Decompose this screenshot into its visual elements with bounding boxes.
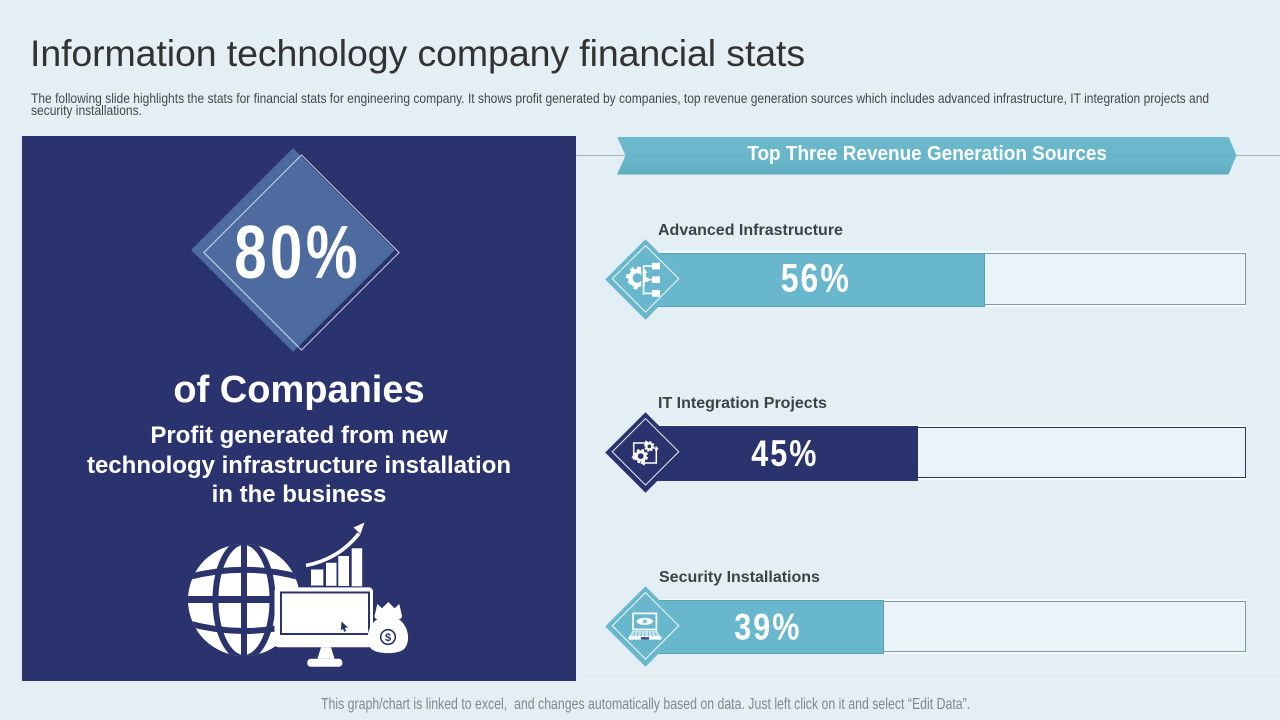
svg-text:$: $ (385, 632, 391, 644)
